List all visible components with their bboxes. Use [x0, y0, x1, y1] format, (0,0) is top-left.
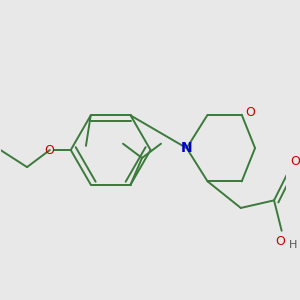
Text: O: O [290, 155, 300, 168]
Text: O: O [44, 143, 54, 157]
Text: O: O [275, 235, 285, 248]
Text: H: H [289, 240, 298, 250]
Text: O: O [246, 106, 255, 119]
Text: N: N [181, 141, 193, 155]
